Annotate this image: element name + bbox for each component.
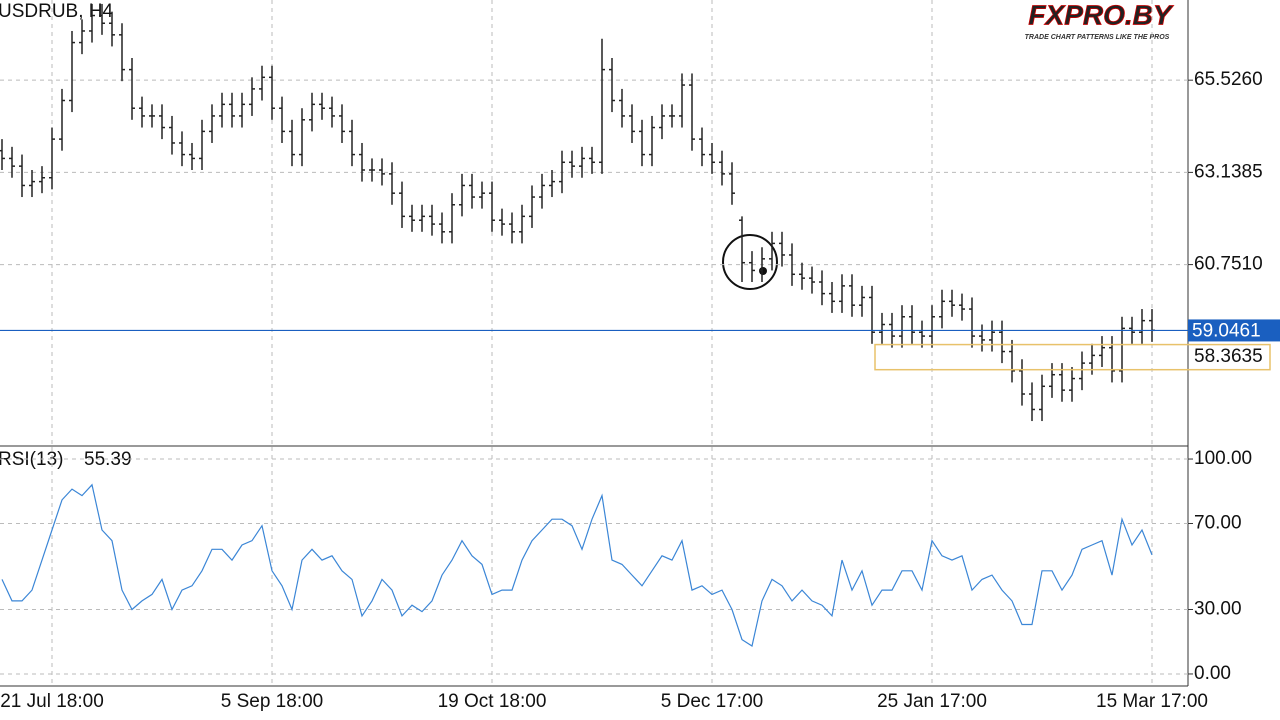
level-label: 58.3635	[1194, 346, 1263, 367]
y-tick-label: 100.00	[1194, 448, 1252, 469]
y-tick-label: 60.7510	[1194, 254, 1263, 275]
rsi-line	[1, 483, 1153, 647]
x-tick-label: 15 Mar 17:00	[1096, 691, 1208, 712]
x-tick-label: 25 Jan 17:00	[877, 691, 987, 712]
x-tick-label: 19 Oct 18:00	[438, 691, 547, 712]
y-tick-label: 63.1385	[1194, 161, 1263, 182]
ohlc-bars	[0, 3, 1155, 422]
current-price-box	[1188, 319, 1280, 342]
y-tick-label: 65.5260	[1194, 69, 1263, 90]
y-tick-label: 0.00	[1194, 663, 1231, 684]
annotation-dot	[759, 267, 767, 275]
annotation-circle	[722, 234, 778, 290]
x-tick-label: 5 Dec 17:00	[661, 691, 763, 712]
level-zone	[874, 343, 1271, 371]
x-tick-label: 21 Jul 18:00	[0, 691, 104, 712]
logo: FXPRO.BY TRADE CHART PATTERNS LIKE THE P…	[1025, 0, 1175, 41]
logo-text: FXPRO.BY	[1028, 0, 1173, 30]
y-tick-label: 70.00	[1194, 513, 1242, 534]
logo-tagline: TRADE CHART PATTERNS LIKE THE PROS	[1025, 34, 1170, 41]
current-price-label: 59.0461	[1192, 320, 1261, 341]
y-tick-label: 30.00	[1194, 599, 1242, 620]
x-tick-label: 5 Sep 18:00	[221, 691, 323, 712]
rsi-title: RSI(13)	[0, 449, 63, 470]
chart-title: USDRUB, H4	[0, 1, 114, 22]
